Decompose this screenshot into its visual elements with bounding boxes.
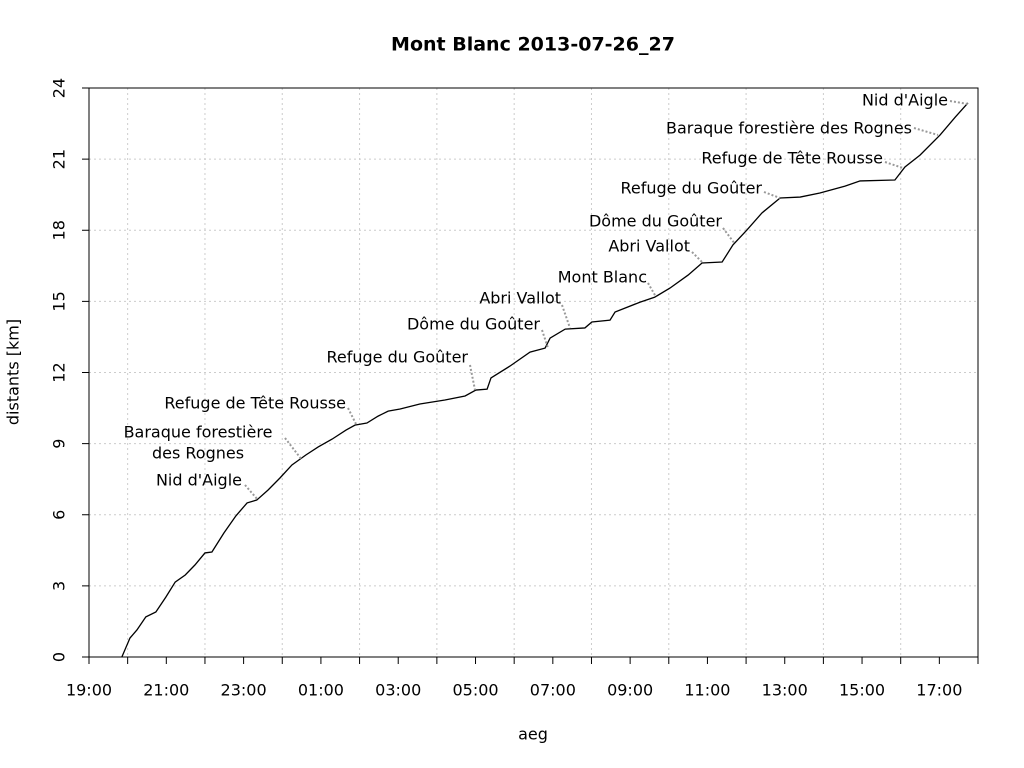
x-tick-label: 07:00: [530, 681, 576, 700]
annotation: Baraque forestière: [124, 423, 273, 442]
x-tick-label: 05:00: [452, 681, 498, 700]
y-tick-label: 15: [50, 291, 69, 311]
annotation-leader: [541, 329, 549, 349]
annotation: Mont Blanc: [558, 268, 647, 287]
y-tick-label: 3: [50, 581, 69, 591]
y-tick-label: 18: [50, 220, 69, 240]
x-tick-label: 13:00: [762, 681, 808, 700]
data-line: [121, 102, 969, 658]
annotation-leader: [244, 484, 259, 501]
annotation: Abri Vallot: [608, 237, 690, 256]
y-axis-label: distants [km]: [4, 319, 23, 425]
annotation: Dôme du Goûter: [407, 315, 540, 334]
annotation: Refuge du Goûter: [326, 348, 468, 367]
annotation: Refuge du Goûter: [620, 179, 762, 198]
annotation-leader: [647, 282, 657, 298]
annotation-leader: [884, 161, 904, 169]
annotation: Baraque forestière des Rognes: [666, 119, 912, 138]
x-tick-label: 17:00: [916, 681, 962, 700]
annotation-leader: [949, 100, 969, 105]
x-tick-label: 01:00: [298, 681, 344, 700]
x-tick-label: 09:00: [607, 681, 653, 700]
y-tick-label: 24: [50, 78, 69, 98]
annotation: Dôme du Goûter: [589, 212, 722, 231]
x-tick-label: 23:00: [221, 681, 267, 700]
annotation: Refuge de Tête Rousse: [164, 394, 346, 413]
x-tick-label: 21:00: [143, 681, 189, 700]
annotation: des Rognes: [152, 444, 244, 463]
y-tick-label: 21: [50, 149, 69, 169]
y-tick-label: 0: [50, 652, 69, 662]
x-tick-label: 19:00: [66, 681, 112, 700]
annotation-leader: [347, 407, 357, 425]
y-tick-label: 12: [50, 362, 69, 382]
x-tick-label: 15:00: [839, 681, 885, 700]
annotation: Abri Vallot: [479, 289, 561, 308]
annotation-leader: [284, 437, 303, 461]
annotation-leader: [722, 227, 736, 245]
annotation-leader: [469, 364, 476, 391]
chart-title: Mont Blanc 2013-07-26_27: [391, 34, 675, 56]
annotation-leader: [561, 304, 571, 329]
annotation: Nid d'Aigle: [156, 471, 242, 490]
y-tick-label: 9: [50, 439, 69, 449]
x-tick-label: 11:00: [684, 681, 730, 700]
x-tick-label: 03:00: [375, 681, 421, 700]
x-axis-label: aeg: [518, 725, 548, 744]
annotation: Refuge de Tête Rousse: [701, 149, 883, 168]
annotation: Nid d'Aigle: [862, 91, 948, 110]
annotation-leader: [913, 127, 939, 136]
annotation-leader: [763, 191, 781, 199]
annotation-leader: [691, 251, 704, 264]
y-tick-label: 6: [50, 510, 69, 520]
